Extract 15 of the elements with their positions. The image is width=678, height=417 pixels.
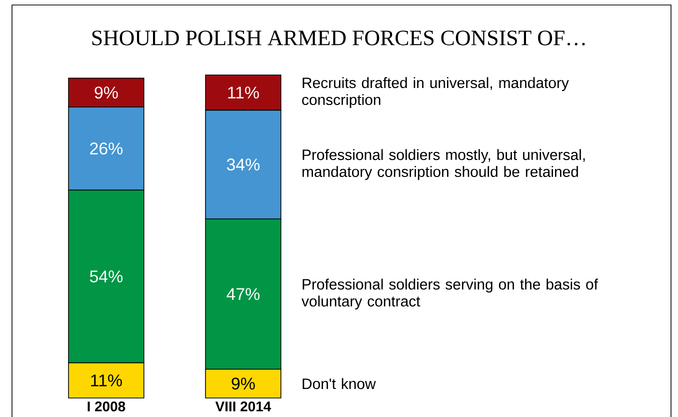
data-label: 11% [91,374,122,386]
series-label: Don't know [302,378,376,390]
data-label: 11% [228,86,259,99]
series-label: Professional soldiers serving on the basis of voluntary contract [302,278,598,310]
data-label: 34% [226,158,260,171]
x-tick-label: I 2008 [88,402,126,412]
data-label: 26% [90,142,123,155]
data-label: 9% [232,378,255,390]
data-label: 54% [90,270,123,282]
chart-title: SHOULD POLISH ARMED FORCES CONSIST OF… [92,30,585,46]
x-tick-label: VIII 2014 [215,402,272,412]
data-label: 9% [94,86,118,99]
series-label: Recruits drafted in universal, mandatory conscription [302,77,569,108]
series-label: Professional soldiers mostly, but universal, mandatory consription should be retained [302,149,585,180]
data-label: 47% [226,288,260,300]
